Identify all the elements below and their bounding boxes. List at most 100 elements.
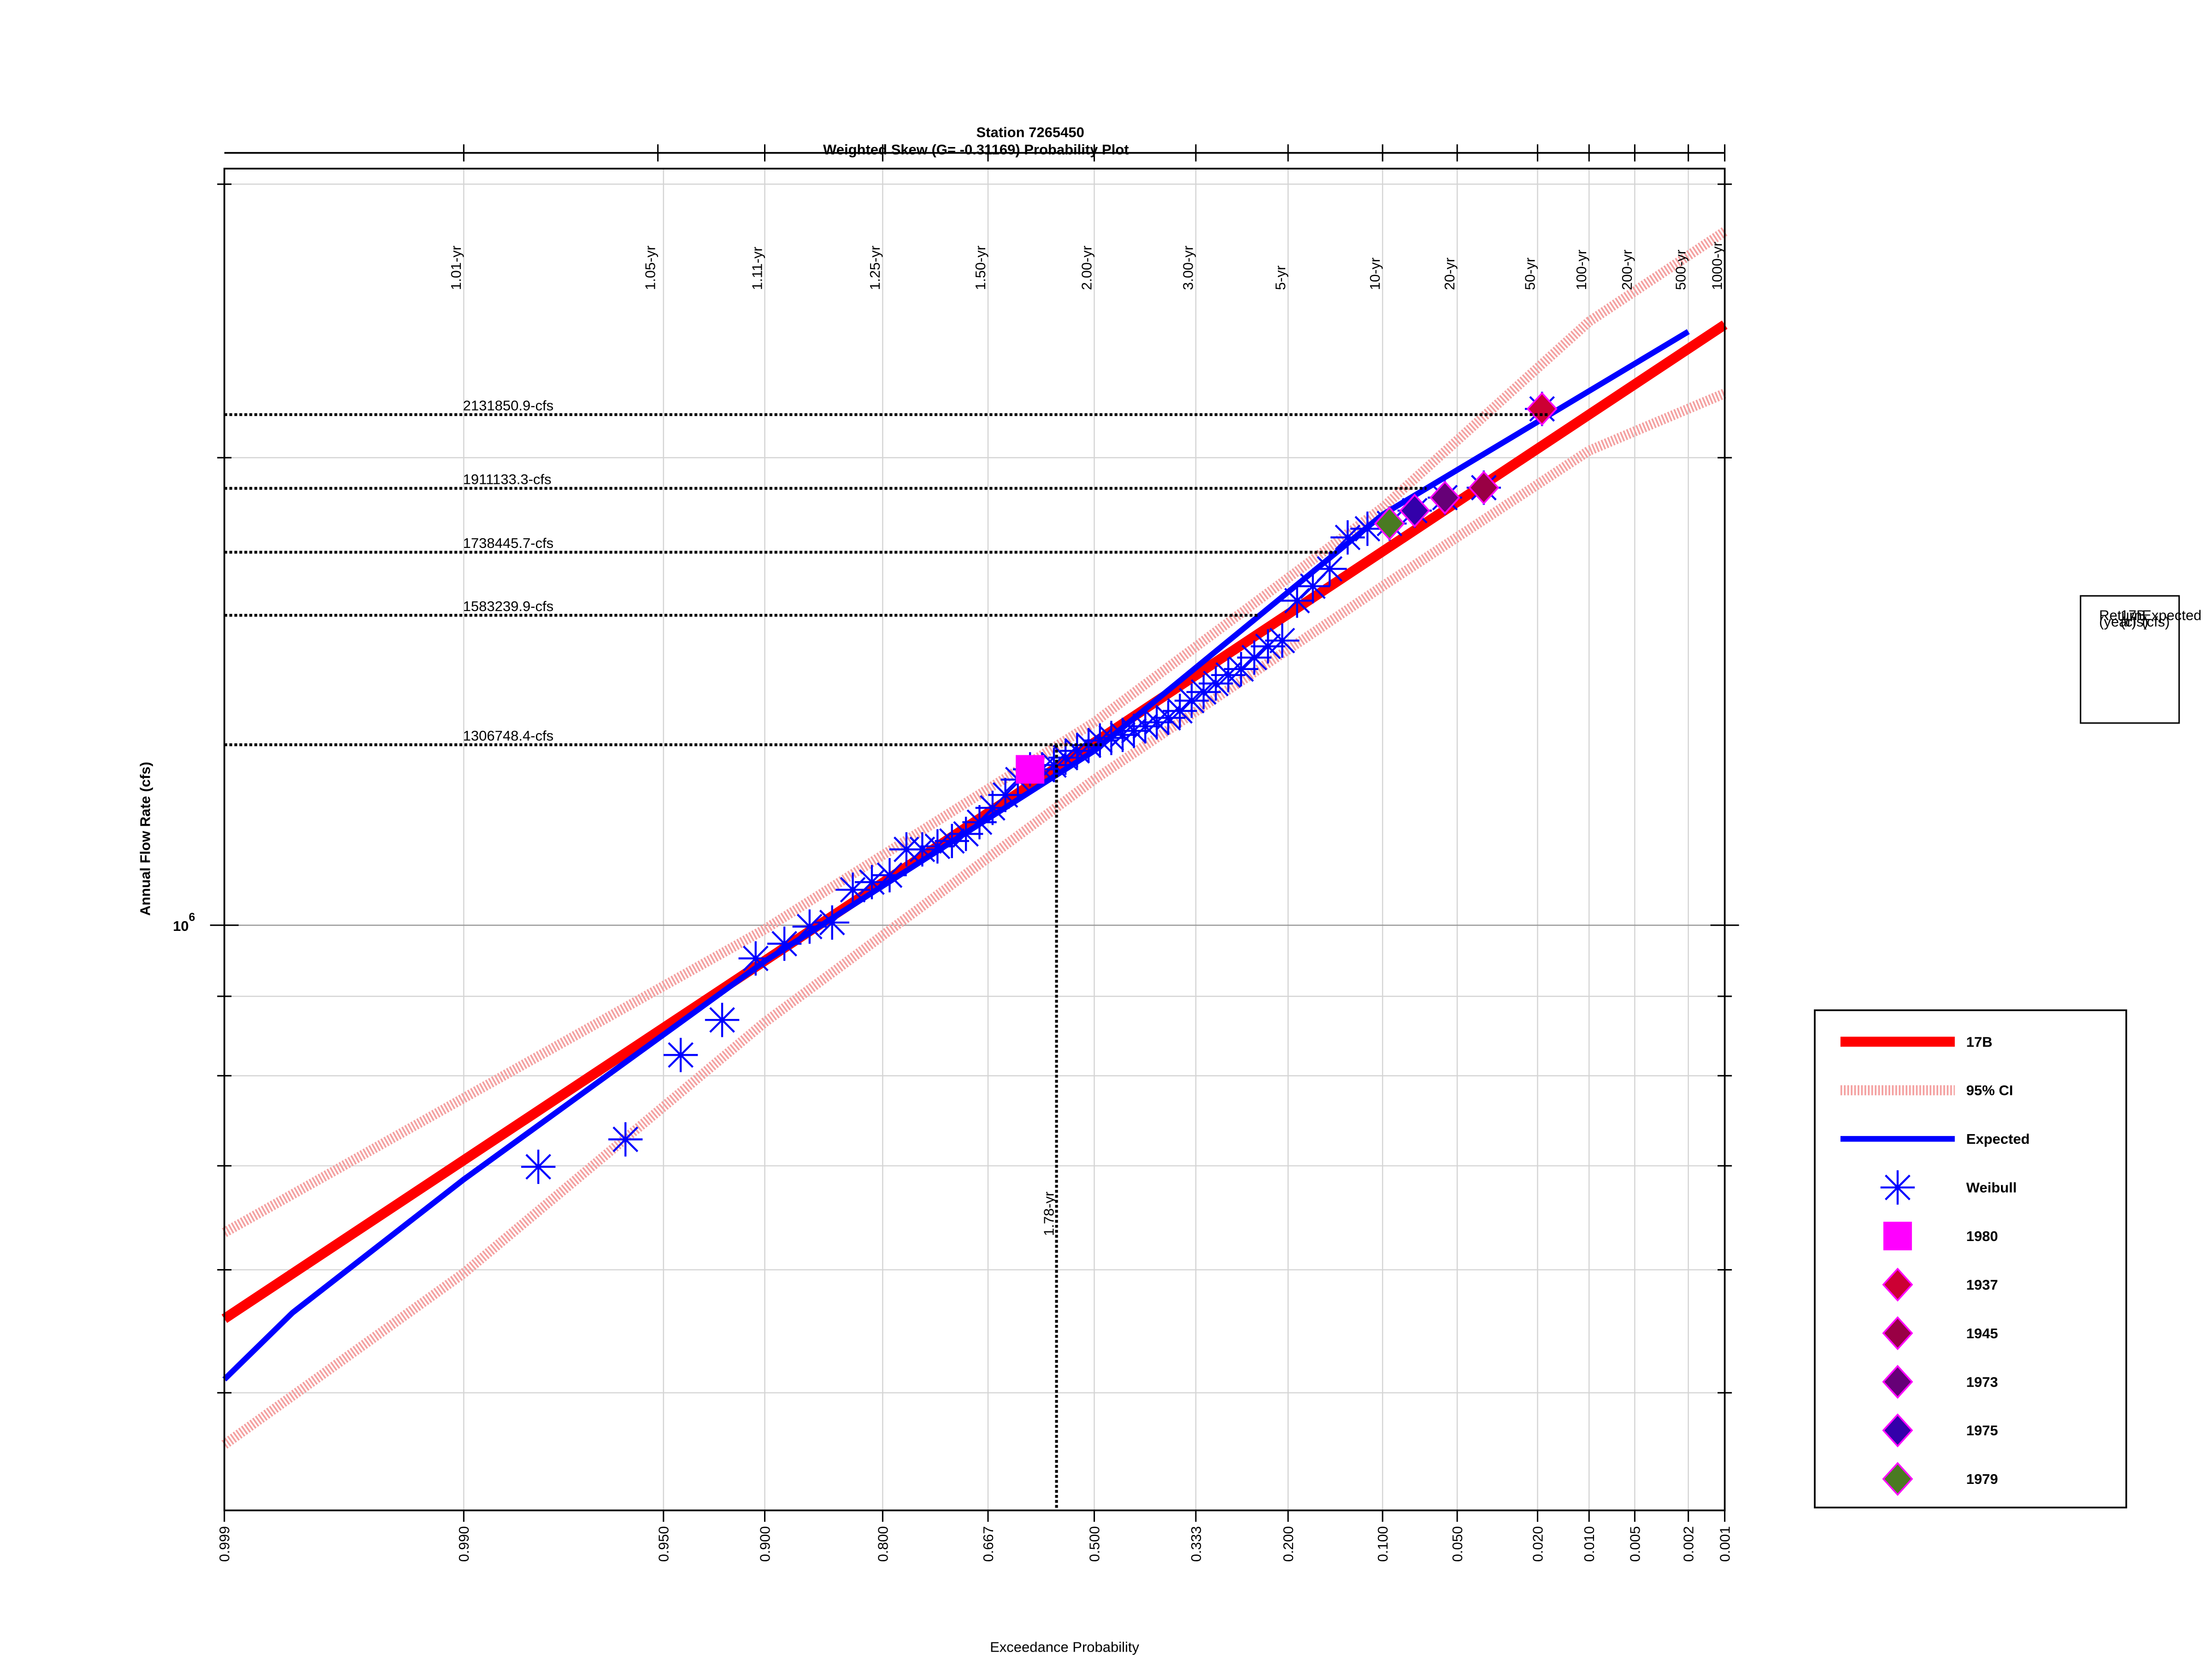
table-header: (year)	[2099, 614, 2136, 630]
x-tick-label: 0.900	[757, 1526, 773, 1562]
weibull-point	[1199, 666, 1233, 701]
line	[221, 320, 1728, 1323]
weibull-point	[705, 1003, 740, 1037]
x-tick-label: 0.950	[656, 1526, 672, 1562]
weibull-point	[1350, 512, 1385, 546]
legend-label: 1979	[1966, 1471, 1998, 1487]
return-period-label: 1.11-yr	[749, 247, 765, 290]
legend-label: 95% CI	[1966, 1082, 2013, 1099]
legend-label: Expected	[1966, 1131, 2030, 1147]
legend-swatch	[1882, 1413, 1913, 1447]
legend-swatch	[1882, 1316, 1913, 1350]
weibull-point	[792, 909, 827, 944]
legend-swatch	[1880, 1170, 1915, 1205]
weibull-point	[1117, 713, 1151, 748]
return-period-label: 2.00-yr	[1078, 246, 1094, 290]
weibull-point	[835, 872, 870, 907]
legend-label: 1937	[1966, 1277, 1998, 1293]
return-period-label: 20-yr	[1441, 258, 1458, 290]
x-tick-label: 0.050	[1449, 1526, 1465, 1562]
return-period-label: 1.05-yr	[642, 246, 658, 290]
weibull-point	[1211, 658, 1246, 693]
reference-label: 1306748.4-cfs	[463, 728, 553, 744]
x-tick-label: 0.002	[1680, 1526, 1696, 1562]
weibull-point	[1105, 718, 1140, 752]
weibull-point	[1251, 629, 1285, 664]
x-tick-label: 0.500	[1086, 1526, 1102, 1562]
x-tick-label: 0.020	[1530, 1526, 1546, 1562]
legend-label: Weibull	[1966, 1180, 2017, 1196]
point-diamond	[1399, 494, 1430, 528]
table-header: (cfs)	[2121, 614, 2148, 630]
x-tick-label: 0.333	[1188, 1526, 1204, 1562]
weibull-point	[889, 832, 924, 867]
weibull-point	[854, 865, 889, 900]
table-header: Expected	[2142, 607, 2201, 624]
x-tick-label: 0.999	[217, 1526, 233, 1562]
weibull-point	[1060, 734, 1094, 768]
legend: 17B 95% CI Expected Weibull 1980 1937 1945 1973…	[1840, 1034, 2030, 1496]
weibull-point	[738, 941, 773, 976]
table-header: Return	[2099, 607, 2142, 624]
return-period-label: 3.00-yr	[1180, 246, 1196, 290]
x-tick-label: 0.001	[1717, 1526, 1733, 1562]
table-header: 17B	[2121, 607, 2146, 624]
weibull-point	[948, 817, 983, 851]
weibull-point	[1151, 700, 1186, 735]
x-tick-label: 0.005	[1627, 1526, 1643, 1562]
legend-swatch	[1882, 1365, 1913, 1399]
legend-label: 1980	[1966, 1228, 1998, 1244]
weibull-point	[935, 824, 969, 859]
y-tick-base: 10	[173, 918, 188, 934]
return-period-label: 1.01-yr	[448, 246, 464, 290]
weibull-point	[962, 805, 997, 840]
chart-title: Station 7265450	[976, 124, 1084, 141]
legend-label: 1945	[1966, 1325, 1998, 1341]
reference-label: 2131850.9-cfs	[463, 397, 553, 413]
legend-swatch	[1883, 1222, 1912, 1251]
point-diamond	[1374, 506, 1405, 541]
return-period-label: 200-yr	[1619, 250, 1635, 290]
y-tick-exponent: 6	[189, 911, 195, 924]
point-square	[1016, 755, 1045, 784]
weibull-point	[608, 1122, 643, 1157]
point-diamond	[1526, 392, 1558, 426]
x-tick-label: 0.800	[875, 1526, 891, 1562]
weibull-point	[1186, 675, 1221, 709]
chart-subtitle: Weighted Skew (G= -0.31169) Probability …	[823, 141, 1129, 158]
weibull-point	[1048, 740, 1083, 775]
weibull-point	[1265, 623, 1300, 658]
weibull-point	[1174, 683, 1209, 718]
point-diamond	[1429, 480, 1460, 515]
legend-label: 1973	[1966, 1374, 1998, 1390]
weibull-point	[1163, 694, 1197, 728]
plot-area	[221, 227, 1728, 1449]
weibull-point	[1071, 728, 1106, 763]
return-period-label: 50-yr	[1522, 258, 1538, 290]
weibull-point	[1280, 583, 1314, 618]
return-period-label: 500-yr	[1672, 250, 1688, 290]
weibull-point	[815, 905, 849, 940]
grid	[224, 168, 1725, 1511]
plot-frame	[223, 168, 1726, 1512]
legend-label: 17B	[1966, 1034, 1993, 1050]
reference-vline-label: 1.78-yr	[1041, 1192, 1057, 1236]
weibull-point	[1036, 747, 1071, 782]
return-period-label: 1.50-yr	[972, 246, 988, 290]
weibull-point	[920, 829, 955, 864]
weibull-point	[1330, 520, 1365, 555]
reference-label: 1911133.3-cfs	[463, 471, 552, 487]
table-header: (cfs)	[2142, 614, 2170, 630]
x-tick-label: 0.010	[1581, 1526, 1597, 1562]
weibull-point	[1237, 640, 1271, 675]
x-tick-label: 0.667	[980, 1526, 996, 1562]
return-period-label: 1000-yr	[1709, 241, 1725, 290]
weibull-point	[1295, 569, 1330, 604]
y-axis-label: Annual Flow Rate (cfs)	[137, 762, 153, 916]
weibull-point	[521, 1149, 556, 1184]
weibull-point	[1139, 705, 1174, 740]
weibull-point	[767, 926, 802, 961]
y-tick-label: 106	[173, 911, 195, 934]
weibull-point	[1094, 721, 1129, 755]
